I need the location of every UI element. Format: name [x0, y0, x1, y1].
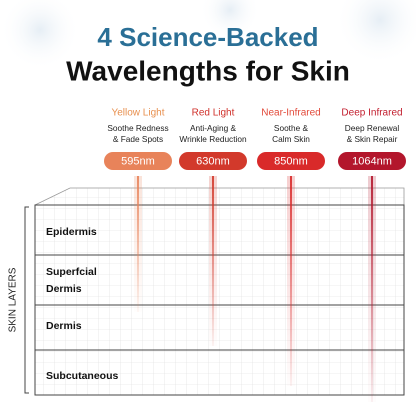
wavelength-pill	[179, 152, 247, 170]
light-beam	[371, 176, 373, 402]
layer-name: Subcutaneous	[46, 370, 119, 382]
layer-name: Superfcial	[46, 266, 97, 278]
wavelength-value: 630nm	[196, 155, 230, 167]
wavelength-description: Calm Skin	[272, 134, 310, 144]
layer-name: Dermis	[46, 320, 82, 332]
bubble	[200, 0, 260, 40]
wavelength-pill	[104, 152, 172, 170]
wavelength-description: Soothe Redness	[107, 123, 168, 133]
wavelength-name: Near-Infrared	[261, 108, 320, 119]
bubble	[0, 0, 80, 70]
grid-top	[34, 187, 405, 206]
wavelength-value: 850nm	[274, 155, 308, 167]
wavelength-description: & Skin Repair	[347, 134, 398, 144]
bracket	[24, 206, 29, 394]
wavelength-name: Deep Infrared	[341, 108, 402, 119]
wavelength-name: Red Light	[192, 108, 235, 119]
light-beam	[290, 176, 292, 386]
wavelength-value: 595nm	[121, 155, 155, 167]
title: Wavelengths for Skin	[66, 55, 350, 86]
wavelength-description: Wrinkle Reduction	[179, 134, 247, 144]
skin-layers-label: SKIN LAYERS	[8, 267, 19, 332]
title: 4 Science-Backed	[97, 22, 318, 52]
wavelength-name: Yellow Light	[111, 108, 164, 119]
light-beam	[212, 176, 214, 346]
wavelength-description: & Fade Spots	[113, 134, 163, 144]
layer-dividers	[35, 254, 404, 351]
skin-grid	[34, 204, 405, 396]
wavelength-description: Soothe &	[274, 123, 309, 133]
light-beam	[137, 176, 139, 312]
wavelength-value: 1064nm	[352, 155, 392, 167]
layer-name: Dermis	[46, 283, 82, 295]
layer-name: Epidermis	[46, 226, 97, 238]
bubble	[335, 0, 416, 65]
wavelength-description: Deep Renewal	[345, 123, 400, 133]
wavelength-pill	[257, 152, 325, 170]
wavelength-description: Anti-Aging &	[190, 123, 237, 133]
wavelength-pill	[338, 152, 406, 170]
